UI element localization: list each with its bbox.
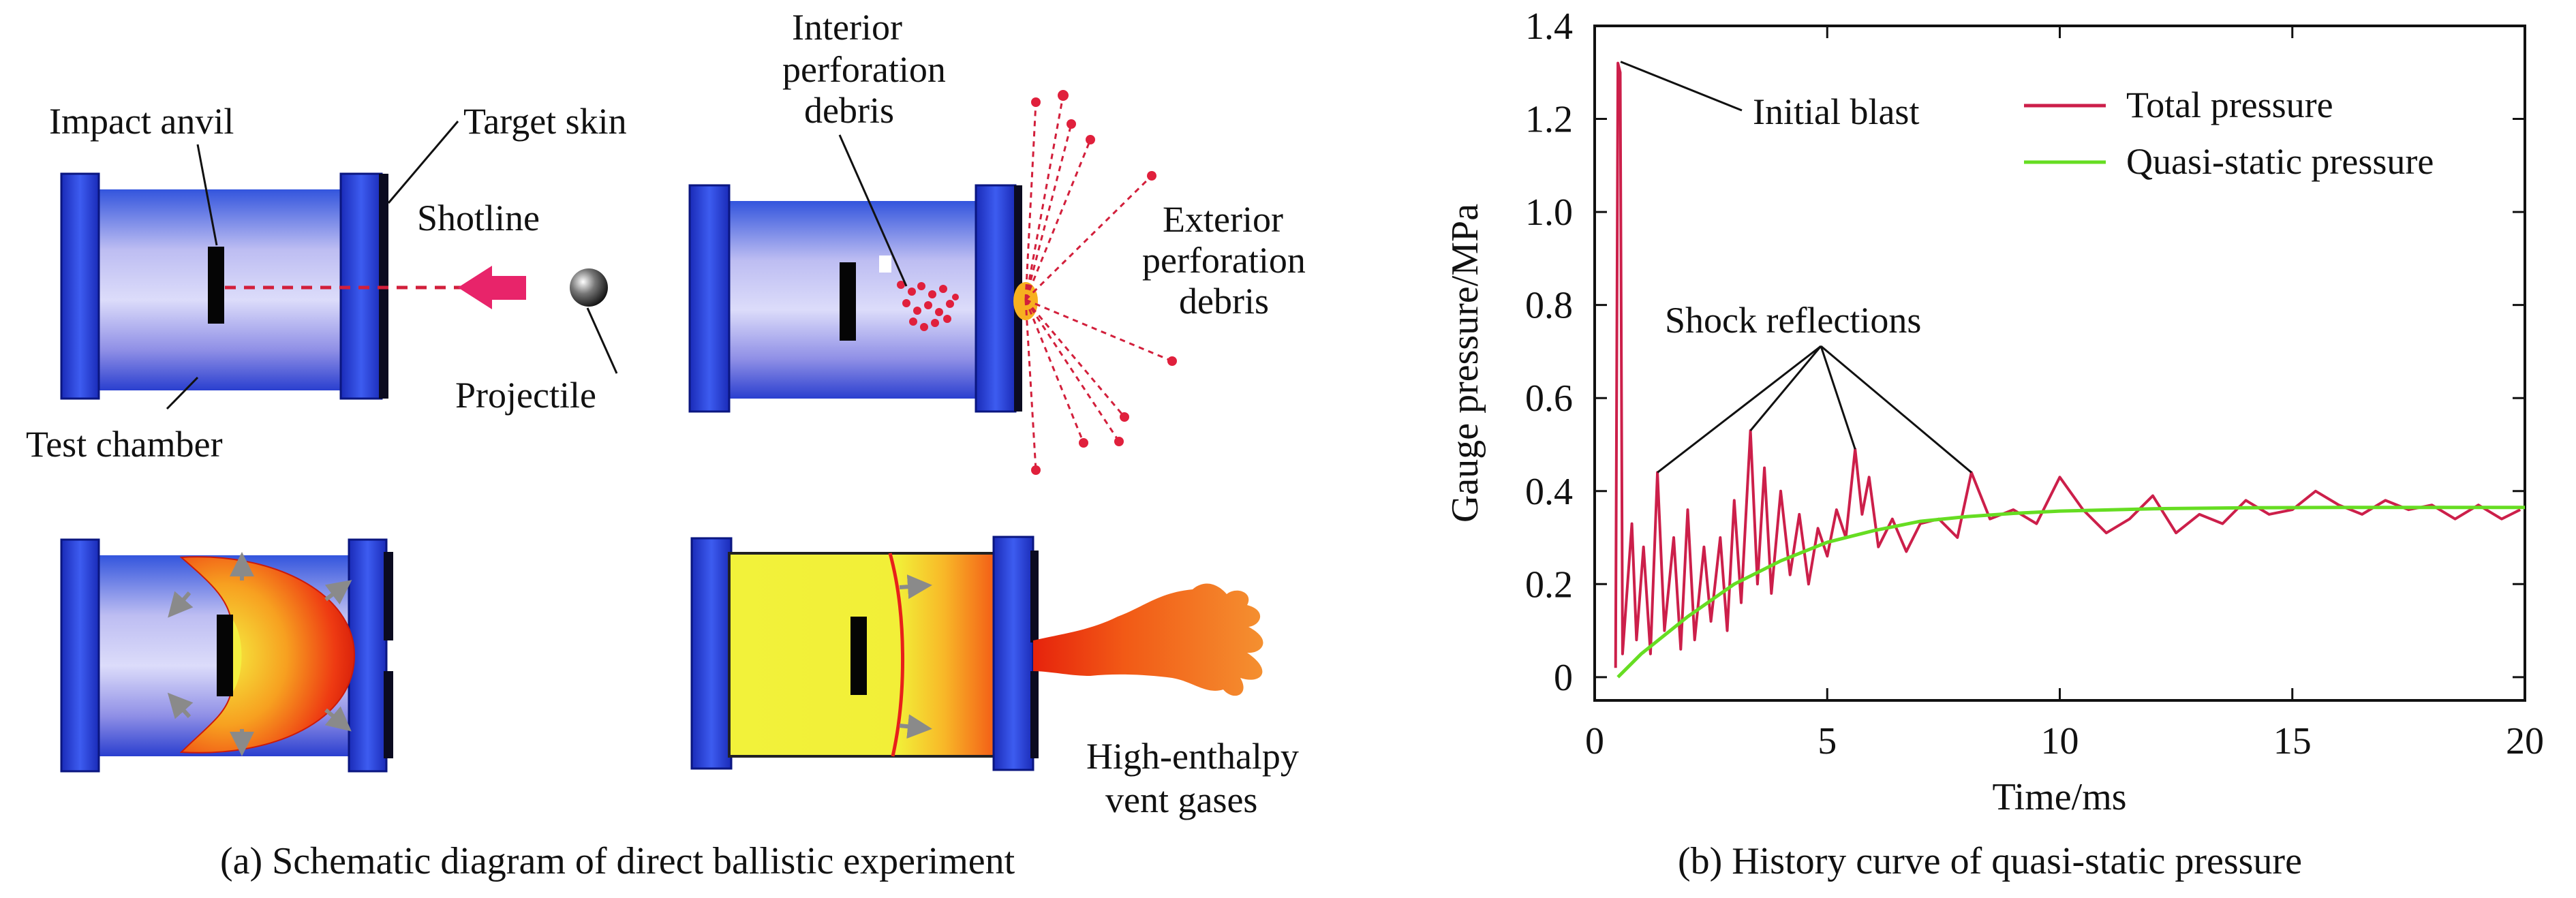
interior-debris-cloud — [897, 281, 959, 331]
y-tick-label: 0.2 — [1525, 563, 1573, 606]
skin-upper-segment — [384, 552, 393, 640]
series-lines — [1614, 61, 2525, 679]
shock-front — [888, 553, 904, 757]
skin-lower-segment — [384, 671, 393, 758]
blast-pressure-arrows — [167, 552, 352, 756]
y-tick-label: 1.4 — [1525, 5, 1573, 48]
series-line-quasi-static-pressure — [1616, 506, 2525, 679]
legend-label-quasi-static-pressure: Quasi-static pressure — [2126, 141, 2434, 182]
projectile-ball — [570, 268, 608, 307]
annotation-leaders — [1620, 61, 1972, 474]
leader-target-skin — [387, 121, 459, 204]
projectile-arrow — [458, 266, 526, 309]
y-axis-label: Gauge pressure/MPa — [1444, 204, 1486, 523]
label-target-skin: Target skin — [463, 101, 627, 142]
label-exterior-debris-line1: Exterior — [1163, 199, 1283, 240]
shock-front-arrows — [899, 574, 932, 739]
chamber-left-flange — [690, 537, 733, 770]
x-tick-label: 10 — [2041, 720, 2079, 762]
x-axis-label: Time/ms — [1992, 776, 2126, 818]
impact-anvil-block — [850, 617, 867, 695]
leader-shock-reflection — [1749, 345, 1822, 431]
label-vent-gases-line1: High-enthalpy — [1086, 736, 1299, 777]
label-shotline: Shotline — [417, 198, 540, 238]
series-line-total-pressure — [1614, 61, 2521, 668]
tick-labels: 0 5 10 15 20 0 0.2 0.4 0.6 0.8 1.0 1.2 1.4 — [1525, 5, 2544, 762]
label-exterior-debris-line2: perforation — [1142, 240, 1306, 281]
legend-label-total-pressure: Total pressure — [2126, 84, 2333, 125]
y-tick-label: 0.4 — [1525, 471, 1573, 513]
leader-interior-debris — [838, 134, 908, 287]
label-impact-anvil: Impact anvil — [49, 101, 234, 142]
label-vent-gases-line2: vent gases — [1105, 779, 1257, 820]
exterior-debris-rays — [1024, 95, 1173, 471]
chart-legend: Total pressure Quasi-static pressure — [2024, 84, 2434, 182]
impact-anvil-block — [217, 615, 233, 696]
leader-shock-reflection — [1657, 345, 1822, 474]
leader-initial-blast — [1620, 61, 1743, 112]
panel-b-caption: (b) History curve of quasi-static pressu… — [1678, 840, 2302, 882]
panel-a-caption: (a) Schematic diagram of direct ballisti… — [220, 840, 1015, 882]
label-interior-debris-line2: perforation — [782, 49, 946, 90]
label-interior-debris-line1: Interior — [792, 7, 902, 48]
blast-inner-core — [230, 617, 242, 695]
vent-gas-plume — [1033, 583, 1263, 696]
chamber-bottom-left — [60, 538, 393, 773]
skin-lower-segment — [1030, 671, 1039, 758]
leader-shock-reflection — [1820, 345, 1856, 450]
skin-upper-segment — [1030, 551, 1039, 642]
y-tick-label: 0 — [1554, 657, 1573, 699]
leader-impact-anvil — [196, 144, 218, 246]
chamber-left-flange — [60, 538, 100, 773]
label-projectile: Projectile — [455, 375, 596, 416]
chart-plot-frame — [1593, 25, 2526, 702]
label-exterior-debris-line3: debris — [1179, 281, 1269, 322]
impact-anvil-block — [840, 262, 856, 341]
impact-anvil-block — [208, 247, 224, 324]
leader-projectile — [586, 307, 618, 374]
leader-test-chamber — [166, 376, 199, 410]
y-tick-label: 1.2 — [1525, 99, 1573, 141]
label-test-chamber: Test chamber — [26, 424, 223, 465]
y-tick-label: 0.8 — [1525, 285, 1573, 327]
chamber-right-flange — [348, 538, 388, 773]
chamber-body — [95, 189, 354, 390]
chamber-right-flange — [975, 184, 1017, 413]
x-tick-label: 5 — [1818, 720, 1837, 762]
chamber-top-right: Interior perforation debris Exterior per… — [688, 7, 1306, 475]
y-tick-label: 1.0 — [1525, 191, 1573, 234]
chamber-body — [726, 201, 988, 399]
x-tick-label: 20 — [2506, 720, 2544, 762]
y-tick-label: 0.6 — [1525, 377, 1573, 420]
label-interior-debris-line3: debris — [804, 90, 894, 131]
anvil-highlight — [879, 256, 891, 273]
leader-shock-reflection — [1820, 345, 1972, 474]
chart-panel-b: 0 5 10 15 20 0 0.2 0.4 0.6 0.8 1.0 1.2 1.4 Total pre… — [1444, 5, 2544, 818]
chamber-top-left: Impact anvil Target skin Shotline Projec… — [26, 101, 627, 465]
x-tick-label: 0 — [1585, 720, 1604, 762]
chamber-left-flange — [60, 172, 100, 400]
axis-ticks — [1593, 25, 2526, 700]
chamber-left-flange — [688, 184, 731, 413]
x-tick-label: 15 — [2273, 720, 2312, 762]
chamber-hot-gas-body — [728, 552, 1037, 758]
chamber-right-flange — [992, 536, 1034, 771]
exterior-debris-fragments — [1031, 90, 1177, 475]
chamber-bottom-right: High-enthalpy vent gases — [690, 536, 1299, 820]
annotation-initial-blast: Initial blast — [1753, 91, 1919, 132]
annotation-shock-reflections: Shock reflections — [1665, 300, 1921, 341]
